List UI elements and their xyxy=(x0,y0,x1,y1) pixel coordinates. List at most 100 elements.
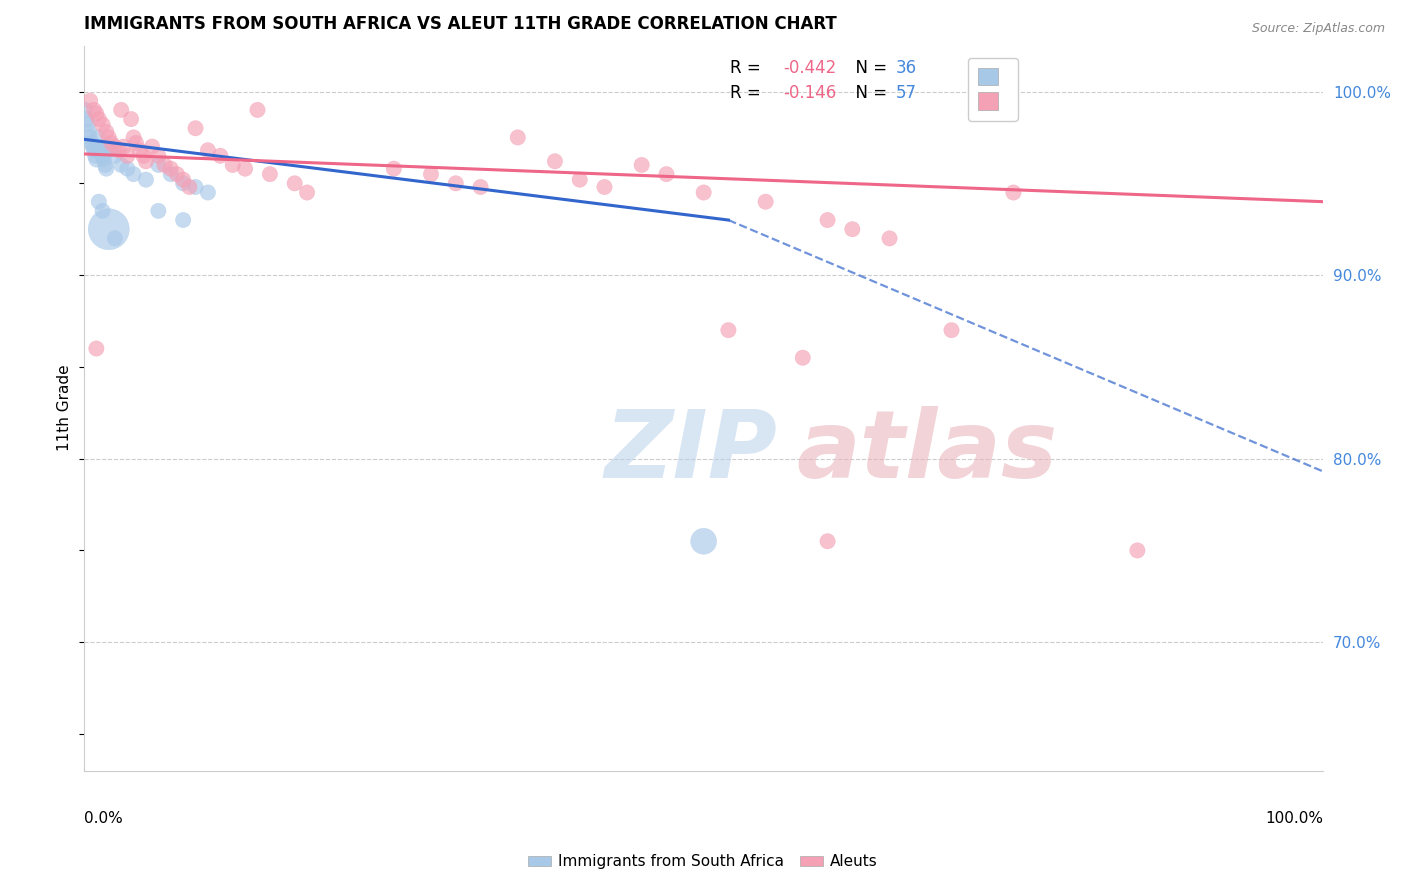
Point xyxy=(107,143,129,157)
Point xyxy=(135,154,157,169)
Point xyxy=(148,149,170,163)
Point xyxy=(817,534,839,549)
Point xyxy=(93,153,115,167)
Point xyxy=(117,149,139,163)
Point xyxy=(86,153,108,167)
Point xyxy=(444,177,467,191)
Point xyxy=(104,149,127,163)
Point xyxy=(166,167,188,181)
Text: -0.146: -0.146 xyxy=(783,84,837,102)
Point xyxy=(184,121,207,136)
Point xyxy=(172,177,194,191)
Point xyxy=(179,180,201,194)
Point xyxy=(259,167,281,181)
Point xyxy=(96,139,118,153)
Text: 100.0%: 100.0% xyxy=(1265,811,1323,826)
Point xyxy=(112,139,135,153)
Point xyxy=(172,172,194,186)
Point xyxy=(97,143,120,157)
Point xyxy=(75,112,97,127)
Text: atlas: atlas xyxy=(797,406,1057,498)
Point xyxy=(82,139,104,153)
Legend: Immigrants from South Africa, Aleuts: Immigrants from South Africa, Aleuts xyxy=(522,848,884,875)
Point xyxy=(172,213,194,227)
Text: R =: R = xyxy=(730,59,766,78)
Text: N =: N = xyxy=(845,59,893,78)
Legend: , : , xyxy=(967,58,1018,120)
Point xyxy=(132,149,155,163)
Point xyxy=(83,143,105,157)
Point xyxy=(841,222,863,236)
Point xyxy=(506,130,529,145)
Point xyxy=(86,342,108,356)
Point xyxy=(717,323,740,337)
Point xyxy=(159,167,181,181)
Point xyxy=(79,94,101,108)
Text: -0.442: -0.442 xyxy=(783,59,837,78)
Point xyxy=(941,323,963,337)
Point xyxy=(110,158,132,172)
Text: N =: N = xyxy=(845,84,893,102)
Point xyxy=(80,136,103,150)
Point xyxy=(86,106,108,120)
Point xyxy=(96,161,118,176)
Point xyxy=(233,161,256,176)
Point xyxy=(655,167,678,181)
Point xyxy=(110,103,132,117)
Point xyxy=(630,158,652,172)
Point xyxy=(1002,186,1025,200)
Point xyxy=(104,231,127,245)
Point xyxy=(117,161,139,176)
Point xyxy=(79,130,101,145)
Text: R =: R = xyxy=(730,84,766,102)
Point xyxy=(89,143,111,157)
Y-axis label: 11th Grade: 11th Grade xyxy=(58,365,72,451)
Point xyxy=(83,103,105,117)
Point xyxy=(122,130,145,145)
Text: 0.0%: 0.0% xyxy=(84,811,122,826)
Point xyxy=(87,194,110,209)
Point xyxy=(755,194,778,209)
Point xyxy=(87,139,110,153)
Point xyxy=(97,130,120,145)
Point xyxy=(470,180,492,194)
Point xyxy=(76,118,98,132)
Point xyxy=(692,186,714,200)
Point xyxy=(382,161,405,176)
Text: IMMIGRANTS FROM SOUTH AFRICA VS ALEUT 11TH GRADE CORRELATION CHART: IMMIGRANTS FROM SOUTH AFRICA VS ALEUT 11… xyxy=(84,15,837,33)
Point xyxy=(100,136,122,150)
Point xyxy=(120,112,142,127)
Point xyxy=(209,149,232,163)
Point xyxy=(87,112,110,127)
Point xyxy=(135,172,157,186)
Point xyxy=(420,167,443,181)
Point xyxy=(91,203,114,218)
Point xyxy=(104,139,127,153)
Point xyxy=(148,158,170,172)
Point xyxy=(197,143,219,157)
Point xyxy=(96,125,118,139)
Point xyxy=(141,139,163,153)
Point xyxy=(153,158,176,172)
Point xyxy=(222,158,245,172)
Point xyxy=(77,125,100,139)
Point xyxy=(94,158,117,172)
Text: 36: 36 xyxy=(896,59,917,78)
Point xyxy=(817,213,839,227)
Point xyxy=(593,180,616,194)
Point xyxy=(568,172,591,186)
Text: ZIP: ZIP xyxy=(605,406,778,498)
Point xyxy=(91,149,114,163)
Point xyxy=(75,103,97,117)
Point xyxy=(86,130,108,145)
Text: 57: 57 xyxy=(896,84,917,102)
Point xyxy=(197,186,219,200)
Text: Source: ZipAtlas.com: Source: ZipAtlas.com xyxy=(1251,22,1385,36)
Point xyxy=(246,103,269,117)
Point xyxy=(184,180,207,194)
Point xyxy=(544,154,567,169)
Point xyxy=(125,136,148,150)
Point xyxy=(295,186,318,200)
Point xyxy=(692,534,714,549)
Point xyxy=(97,222,120,236)
